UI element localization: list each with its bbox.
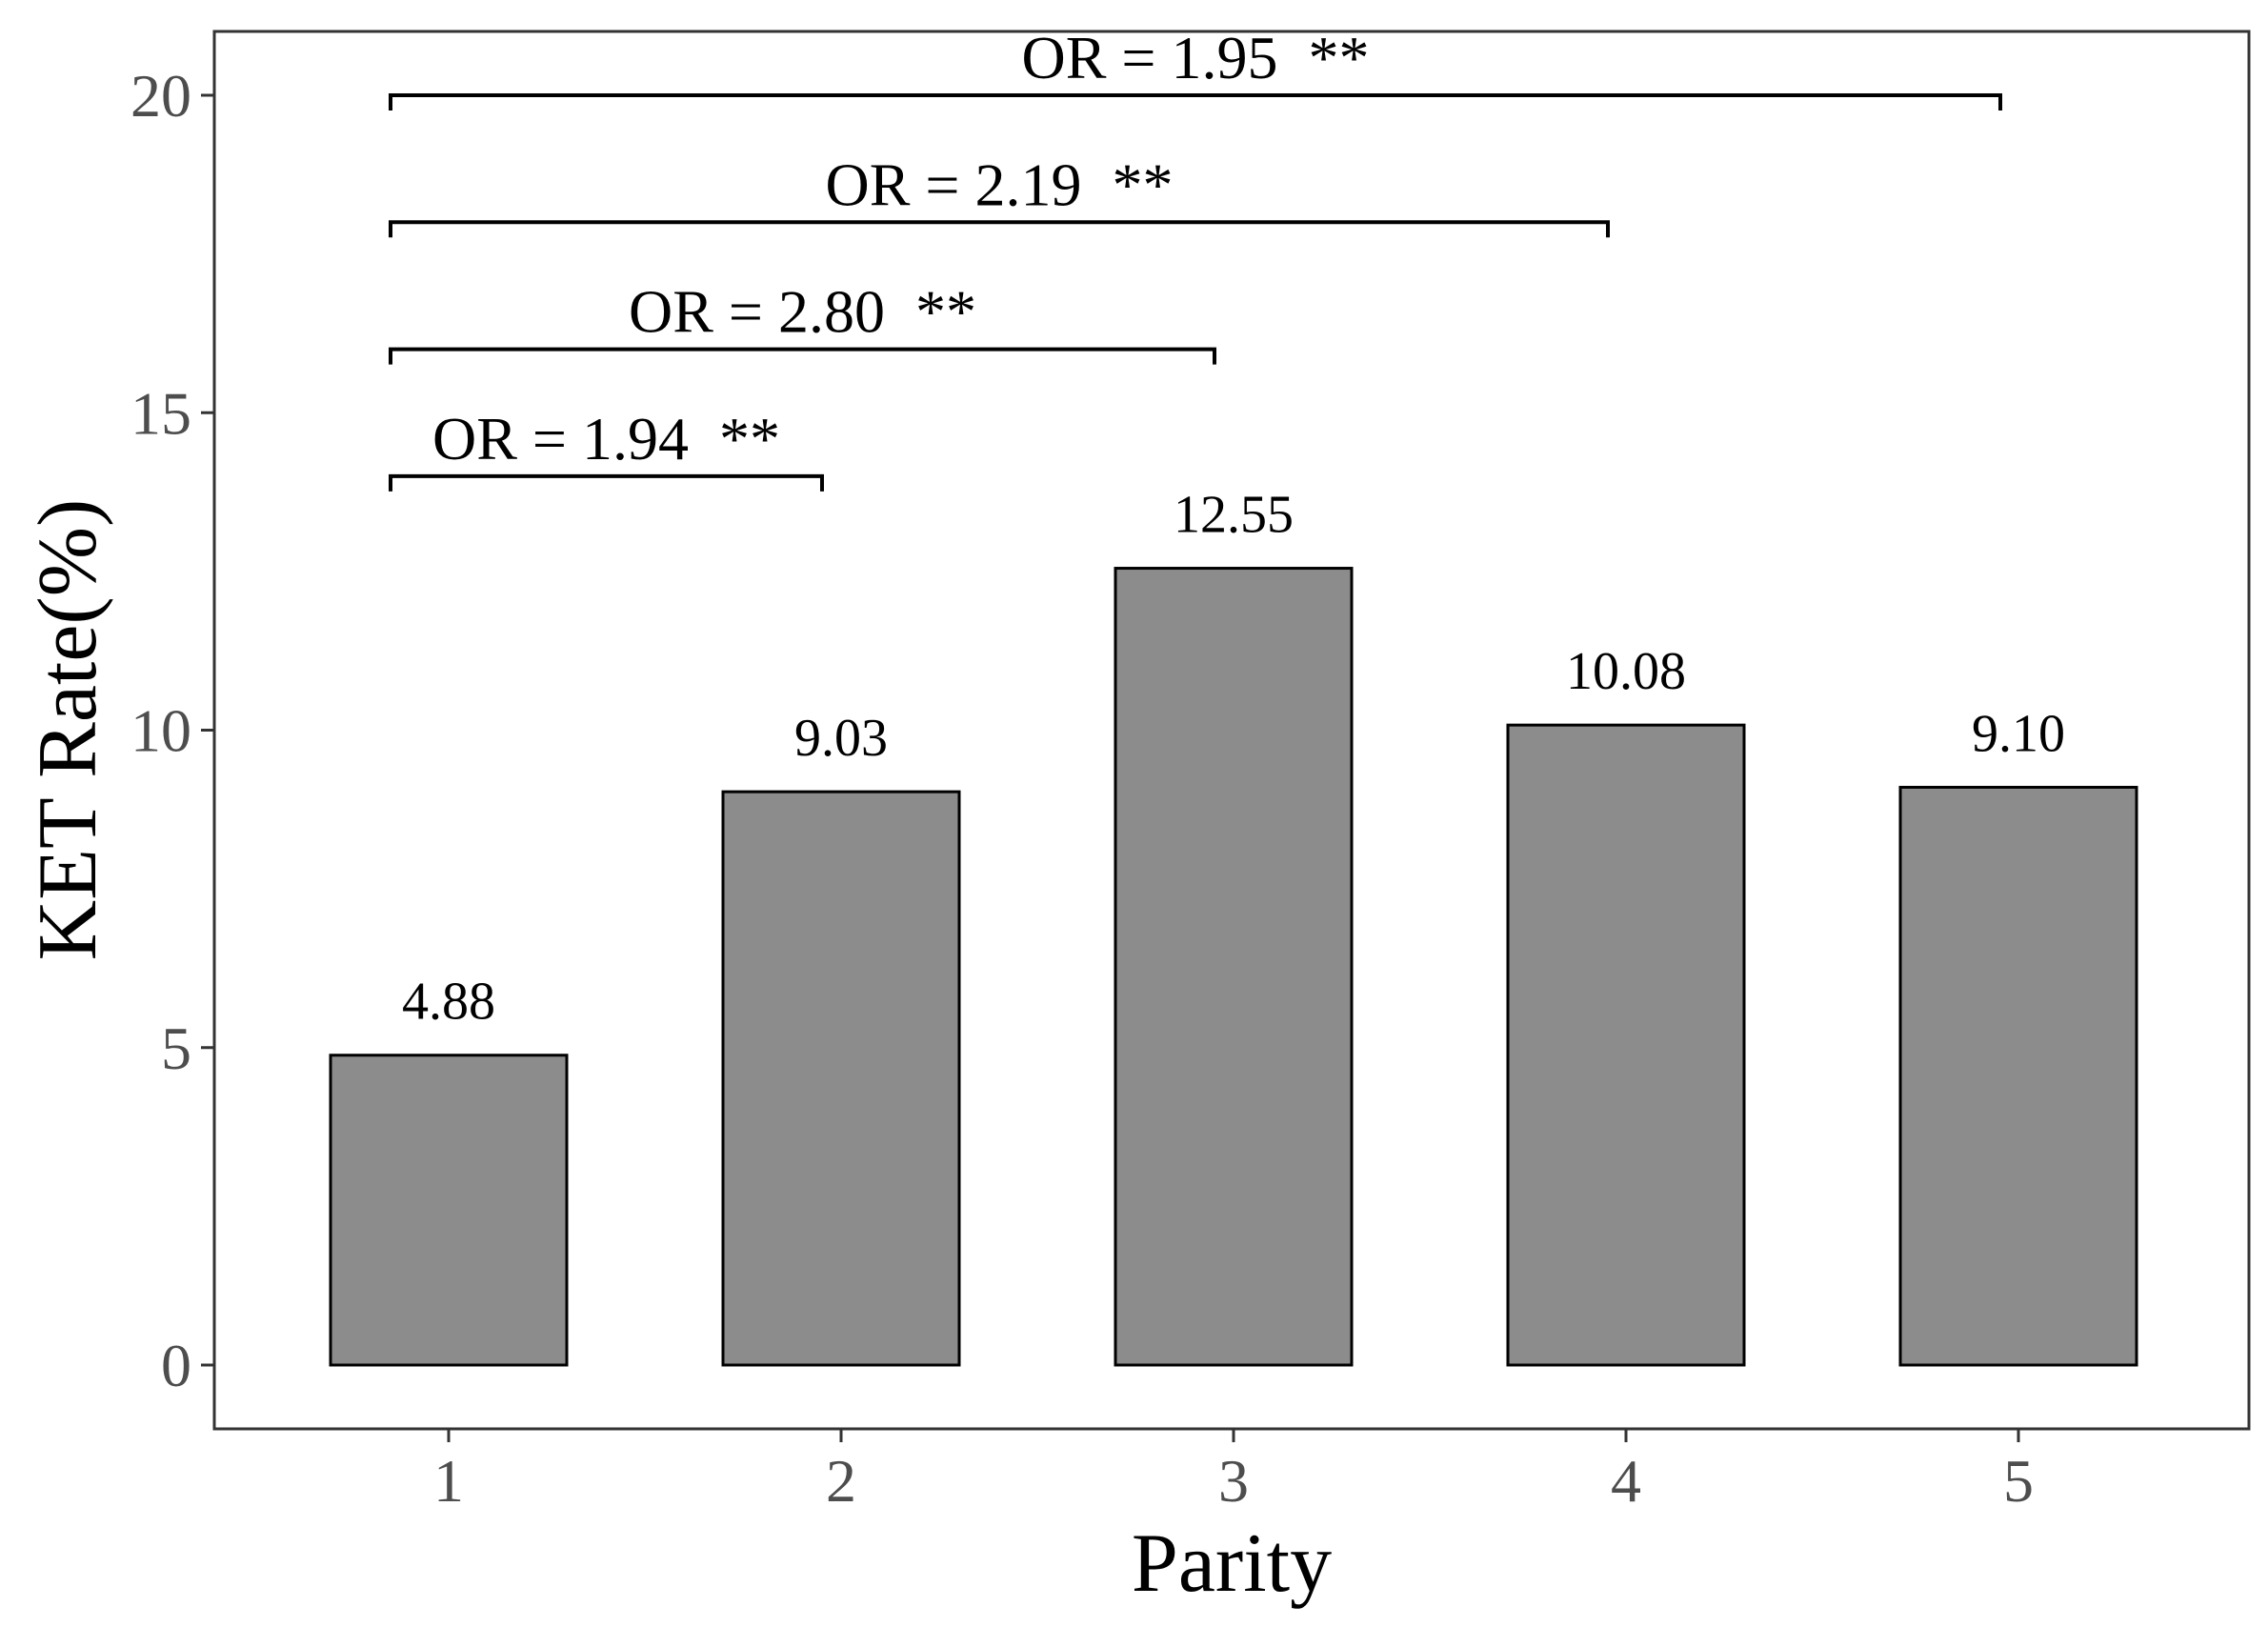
comparison-label: OR = 1.95 ** bbox=[1022, 24, 1370, 91]
y-tick-label: 20 bbox=[130, 62, 191, 130]
x-tick-label: 3 bbox=[1218, 1447, 1249, 1515]
comparison-bracket bbox=[389, 220, 1610, 238]
comparison-label: OR = 1.94 ** bbox=[432, 405, 780, 472]
bar-value-label: 12.55 bbox=[1174, 486, 1294, 545]
x-tick-label: 1 bbox=[433, 1447, 464, 1515]
y-axis: 0 5 10 15 20 bbox=[130, 62, 214, 1399]
x-axis: 1 2 3 4 5 bbox=[433, 1429, 2034, 1515]
y-tick-label: 0 bbox=[161, 1332, 191, 1399]
comparison-label: OR = 2.80 ** bbox=[629, 278, 976, 346]
bar-value-label: 9.10 bbox=[1972, 704, 2065, 763]
bar-5 bbox=[1898, 785, 2138, 1367]
comparison-bracket bbox=[389, 93, 2002, 110]
x-axis-title: Parity bbox=[1132, 1517, 1332, 1610]
comparison-bracket bbox=[389, 473, 824, 492]
x-tick-label: 4 bbox=[1611, 1447, 1641, 1515]
bar-value-label: 4.88 bbox=[402, 973, 495, 1032]
y-tick-label: 10 bbox=[130, 697, 191, 765]
comparison-label: OR = 2.19 ** bbox=[826, 151, 1174, 218]
y-axis-title: KET Rate(%) bbox=[22, 499, 114, 961]
x-tick-label: 2 bbox=[826, 1447, 856, 1515]
y-tick-label: 15 bbox=[130, 379, 191, 447]
y-tick-label: 5 bbox=[161, 1014, 191, 1082]
bar-1 bbox=[329, 1054, 569, 1367]
bar-value-label: 9.03 bbox=[794, 709, 888, 768]
x-tick-label: 5 bbox=[2003, 1447, 2034, 1515]
bars-group: 4.88 9.03 12.55 10.08 9.10 bbox=[329, 486, 2138, 1367]
bar-4 bbox=[1506, 723, 1746, 1367]
bar-3 bbox=[1114, 567, 1354, 1367]
bar-value-label: 10.08 bbox=[1566, 642, 1686, 701]
comparison-bracket bbox=[389, 347, 1216, 365]
comparison-brackets: OR = 1.94 ** OR = 2.80 ** OR = 2.19 ** OR =… bbox=[389, 24, 2002, 492]
bar-2 bbox=[721, 790, 961, 1367]
